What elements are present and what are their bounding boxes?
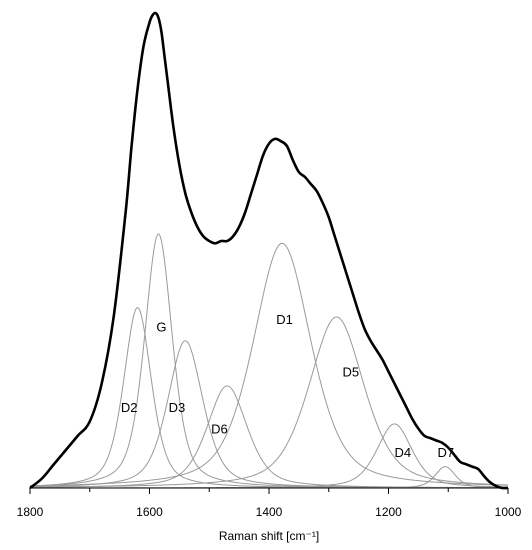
component-peak-d3: [29, 340, 508, 489]
peak-label-d7: D7: [438, 445, 455, 460]
peak-label-d4: D4: [395, 445, 412, 460]
component-peaks: [29, 233, 509, 489]
x-tick-label: 1600: [136, 505, 163, 519]
peak-label-d1: D1: [276, 312, 293, 327]
component-peak-d1: [29, 242, 509, 487]
peak-label-d3: D3: [169, 400, 186, 415]
x-tick-label: 1800: [17, 505, 44, 519]
component-peak-d5: [29, 316, 509, 488]
x-tick-label: 1000: [495, 505, 522, 519]
peak-label-d2: D2: [121, 400, 138, 415]
x-tick-label: 1400: [256, 505, 283, 519]
component-peak-d2: [29, 306, 508, 489]
component-peak-d6: [29, 385, 508, 489]
envelope-curve: [29, 11, 509, 490]
peak-label-d5: D5: [343, 364, 360, 379]
x-axis-title: Raman shift [cm⁻¹]: [219, 529, 319, 543]
peak-labels: G D2 D3 D6 D1 D5 D4 D7: [121, 312, 454, 460]
peak-label-g: G: [156, 319, 166, 334]
x-tick-label: 1200: [375, 505, 402, 519]
x-axis-ticks: 1800 1600 1400 1200 1000: [17, 488, 522, 519]
peak-label-d6: D6: [211, 421, 228, 436]
